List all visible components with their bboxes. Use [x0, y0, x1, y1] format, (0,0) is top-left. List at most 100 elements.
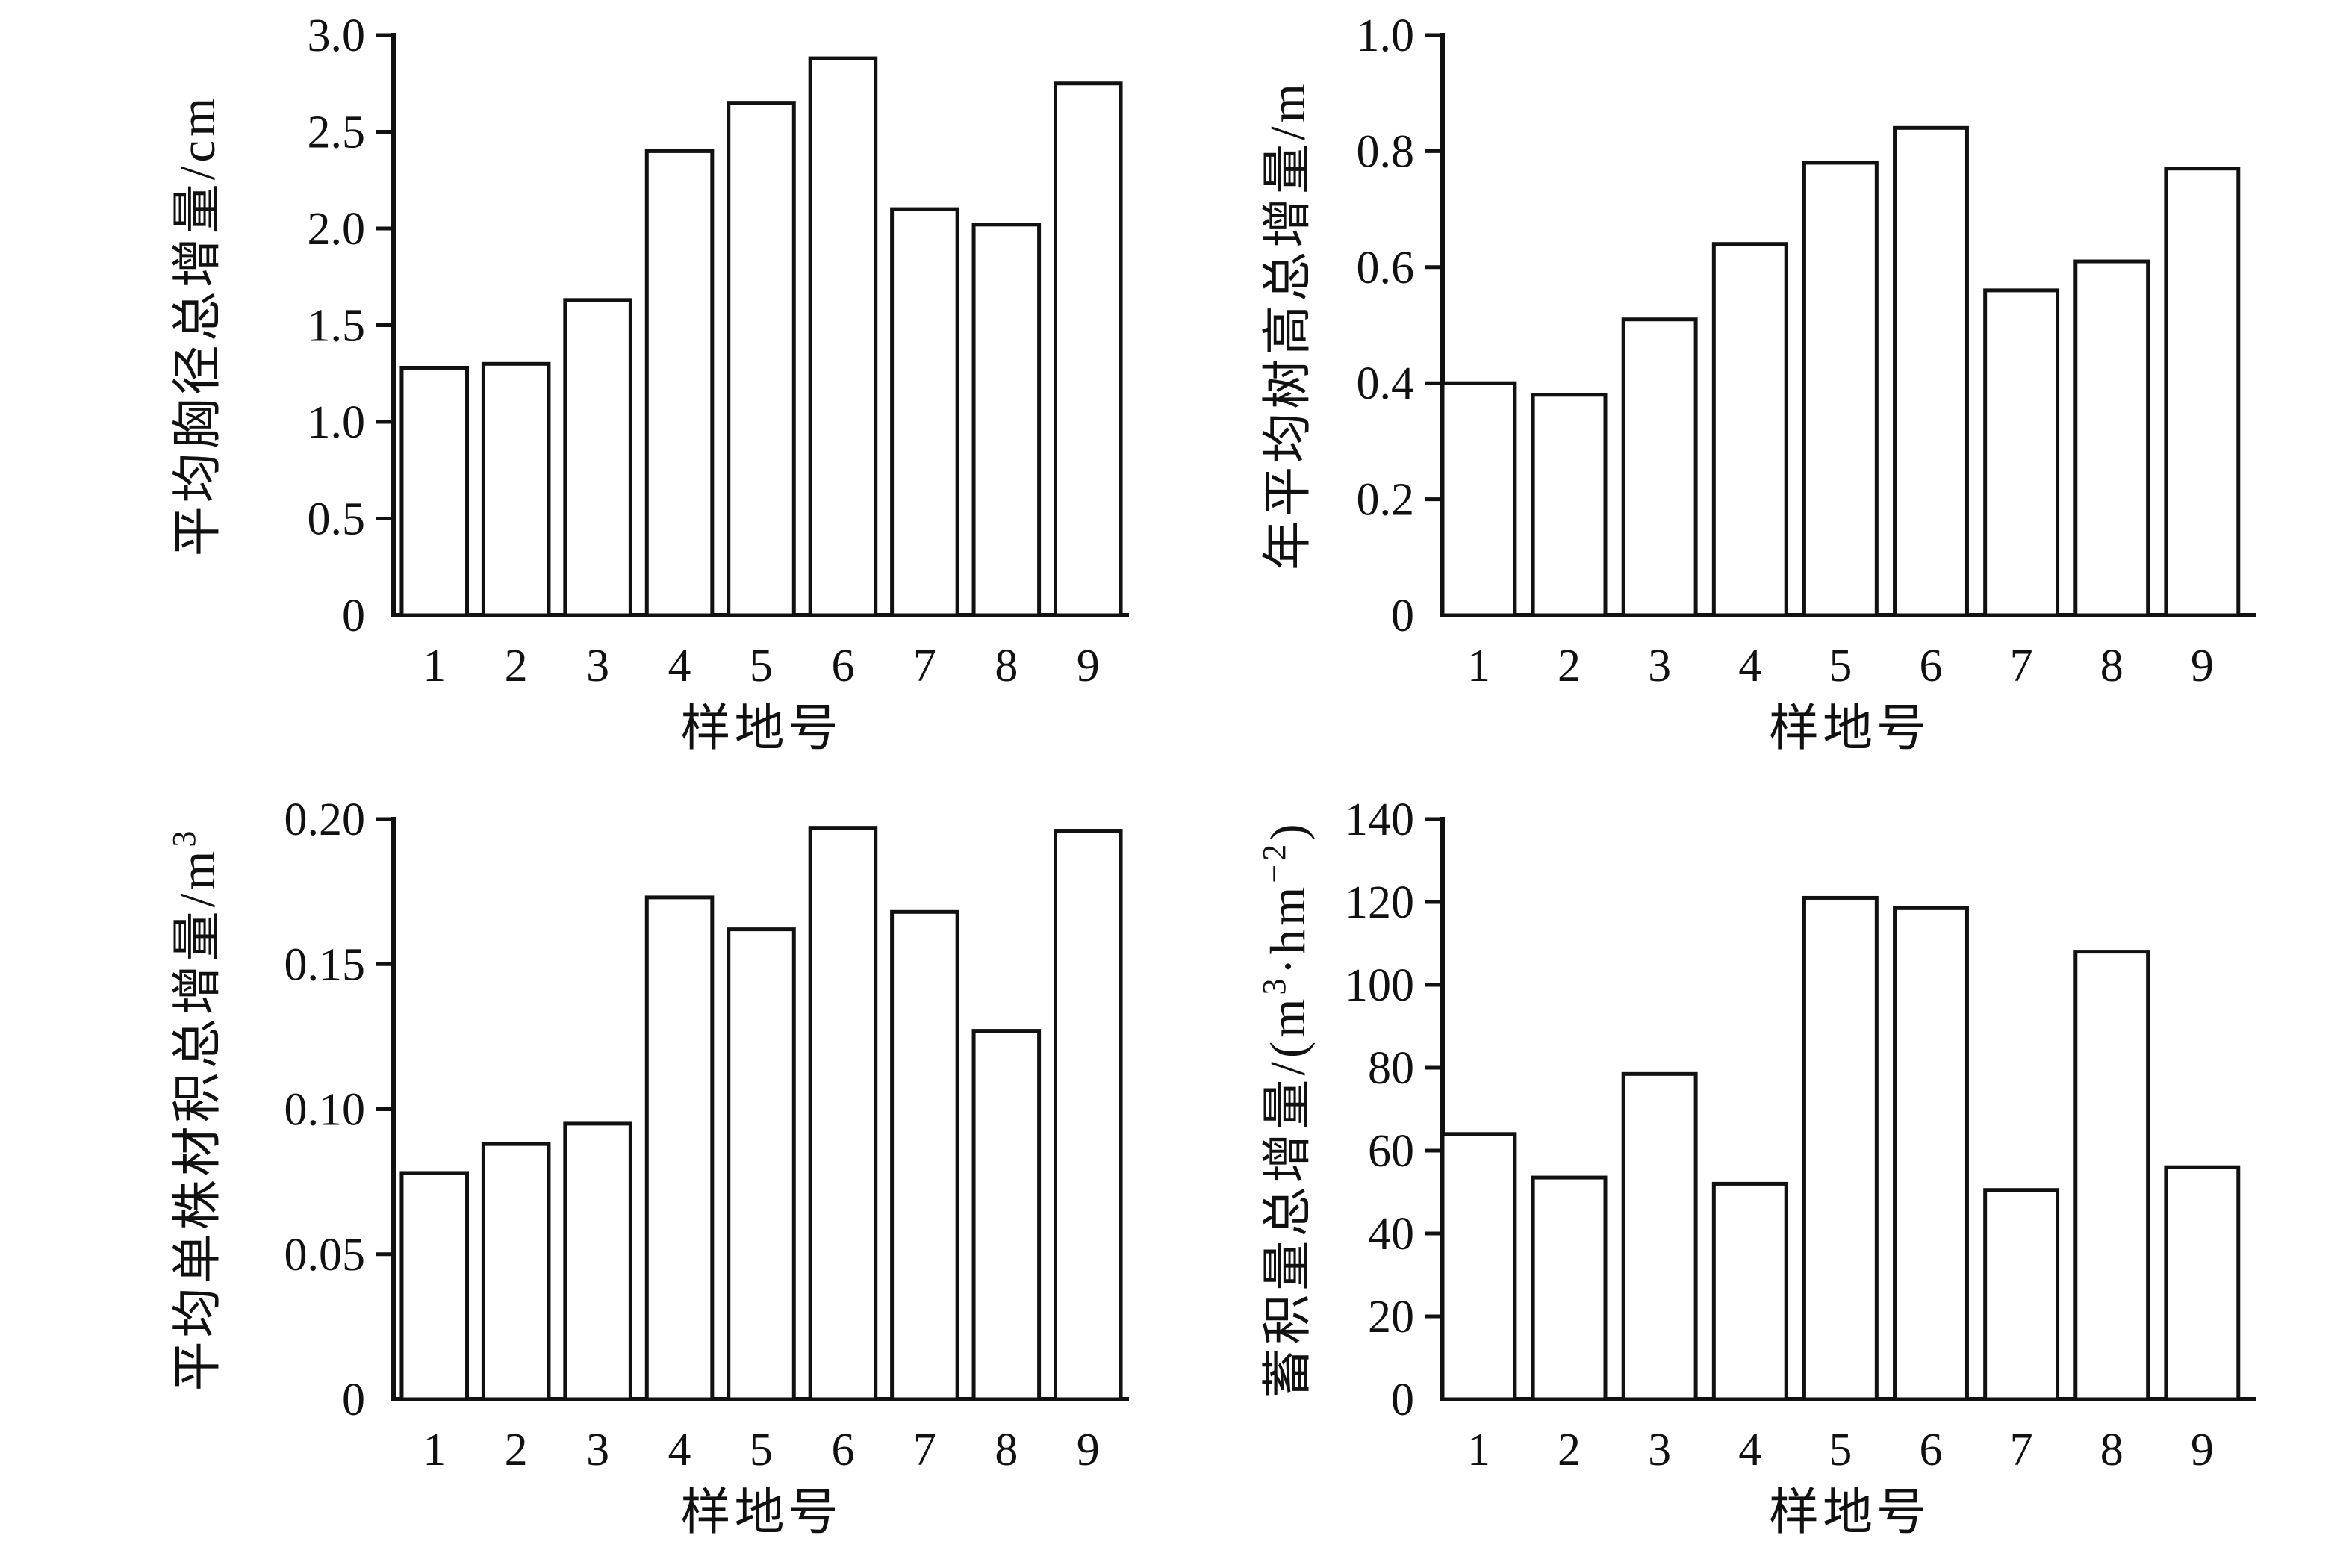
y-tick-label: 120 — [1345, 877, 1414, 928]
x-tick-label: 8 — [2100, 1425, 2124, 1475]
bar — [1983, 288, 2060, 617]
x-axis-title: 样地号 — [681, 701, 842, 756]
x-tick-label: 2 — [505, 1425, 528, 1475]
y-axis-title: 蓄积量总增量/(m3·hm−2) — [1256, 820, 1316, 1398]
x-tick-label: 3 — [1648, 1425, 1671, 1475]
bar — [1054, 829, 1123, 1401]
chart-stand-volume-total-increment: 0 20 40 60 80 100 120 140 1 2 3 4 5 6 7 8 9 样地号 蓄积量总增量/(m3… — [1176, 784, 2352, 1568]
y-tick-label: 1.5 — [308, 301, 366, 352]
bar-chart-stand-volume-total-increment: 0 20 40 60 80 100 120 140 1 2 3 4 5 6 7 8 9 样地号 蓄积量总增量/(m3… — [1256, 794, 2256, 1540]
bar — [1893, 906, 1969, 1401]
y-tick-label: 100 — [1345, 960, 1414, 1011]
y-tick-label: 0.2 — [1357, 475, 1415, 526]
x-axis-title: 样地号 — [681, 1485, 842, 1540]
bar-chart-dbh-total-increment: 0 0.5 1.0 1.5 2.0 2.5 3.0 1 2 3 4 5 6 7 8 9 样地号 平均胸径总增量/c… — [170, 10, 1129, 756]
bar — [2073, 950, 2150, 1401]
bar-chart-annual-height-total-increment: 0 0.2 0.4 0.6 0.8 1.0 1 2 3 4 5 6 7 8 9 样地号 年平均树高总增量/m — [1260, 10, 2256, 756]
y-tick-label: 1.0 — [1357, 10, 1415, 61]
bar — [808, 56, 878, 617]
bar — [399, 1171, 470, 1401]
y-tick-label: 0.15 — [284, 939, 366, 990]
bar — [644, 895, 715, 1401]
x-tick-label: 2 — [1558, 641, 1581, 691]
y-tick-label: 2.5 — [308, 108, 366, 158]
x-tick-label: 7 — [2010, 1425, 2033, 1475]
bar — [1531, 1175, 1608, 1401]
x-tick-label: 5 — [750, 641, 773, 691]
bar — [1440, 1132, 1517, 1401]
y-axis-title: 年平均树高总增量/m — [1260, 80, 1316, 570]
bar — [890, 207, 959, 617]
y-tick-label: 2.0 — [308, 204, 366, 255]
bar — [1711, 242, 1788, 617]
x-tick-label: 1 — [1467, 641, 1490, 691]
bar — [727, 927, 796, 1401]
x-tick-label: 9 — [2191, 1425, 2214, 1475]
bar — [971, 1029, 1042, 1401]
y-tick-label: 0.20 — [284, 794, 366, 845]
x-tick-label: 4 — [668, 1425, 691, 1475]
x-tick-label: 2 — [1558, 1425, 1581, 1475]
x-tick-label: 6 — [831, 1425, 854, 1475]
x-tick-label: 7 — [913, 1425, 936, 1475]
y-tick-label: 0.4 — [1357, 358, 1415, 409]
bar — [1621, 317, 1698, 617]
x-tick-label: 5 — [1829, 1425, 1852, 1475]
y-tick-label: 40 — [1368, 1209, 1414, 1260]
x-tick-label: 4 — [1738, 1425, 1761, 1475]
bar — [890, 909, 959, 1401]
x-tick-label: 6 — [1920, 1425, 1943, 1475]
y-tick-label: 0 — [1391, 1375, 1414, 1425]
y-tick-label: 0 — [342, 1375, 365, 1425]
x-axis-title: 样地号 — [1769, 701, 1930, 756]
chart-dbh-total-increment: 0 0.5 1.0 1.5 2.0 2.5 3.0 1 2 3 4 5 6 7 8 9 样地号 平均胸径总增量/c… — [0, 0, 1176, 784]
x-tick-label: 3 — [586, 1425, 609, 1475]
x-tick-label: 9 — [2191, 641, 2214, 691]
x-tick-label: 4 — [1738, 641, 1761, 691]
x-tick-label: 1 — [1467, 1425, 1490, 1475]
x-tick-label: 4 — [668, 641, 691, 691]
y-axis-title: 平均胸径总增量/cm — [170, 94, 225, 556]
y-tick-label: 140 — [1345, 794, 1414, 845]
y-tick-label: 1.0 — [308, 397, 366, 448]
bar — [2073, 259, 2150, 617]
x-tick-label: 3 — [1648, 641, 1671, 691]
bar — [481, 1142, 551, 1401]
bar — [1531, 393, 1608, 617]
bar — [2164, 1165, 2241, 1401]
y-tick-label: 0 — [1391, 591, 1414, 641]
x-tick-label: 9 — [1077, 641, 1100, 691]
x-tick-label: 3 — [586, 641, 609, 691]
bar — [971, 223, 1042, 617]
chart-volume-per-tree-total-increment: 0 0.05 0.10 0.15 0.20 1 2 3 4 5 6 7 8 9 样地号 平均单株材积总增量/m… — [0, 784, 1176, 1568]
x-tick-label: 2 — [505, 641, 528, 691]
x-axis-title: 样地号 — [1769, 1485, 1930, 1540]
chart-annual-height-total-increment: 0 0.2 0.4 0.6 0.8 1.0 1 2 3 4 5 6 7 8 9 样地号 年平均树高总增量/m — [1176, 0, 2352, 784]
x-tick-label: 8 — [995, 1425, 1018, 1475]
y-tick-label: 3.0 — [308, 10, 366, 61]
bar — [808, 826, 878, 1401]
y-tick-label: 0.5 — [308, 494, 366, 545]
bar — [1621, 1071, 1698, 1401]
bar — [399, 365, 470, 617]
bar — [1802, 161, 1879, 617]
bar — [1802, 895, 1879, 1401]
x-tick-label: 7 — [913, 641, 936, 691]
x-tick-label: 8 — [2100, 641, 2124, 691]
x-tick-label: 1 — [423, 641, 446, 691]
x-tick-label: 6 — [831, 641, 854, 691]
x-tick-label: 7 — [2010, 641, 2033, 691]
bar — [1893, 125, 1969, 617]
y-tick-label: 80 — [1368, 1043, 1414, 1094]
bar-chart-volume-per-tree-total-increment: 0 0.05 0.10 0.15 0.20 1 2 3 4 5 6 7 8 9 样地号 平均单株材积总增量/m… — [166, 794, 1129, 1540]
y-axis-title: 平均单株材积总增量/m3 — [166, 827, 225, 1392]
y-tick-label: 0.05 — [284, 1230, 366, 1281]
y-tick-label: 20 — [1368, 1292, 1414, 1343]
bar — [644, 149, 715, 617]
bar — [1054, 81, 1123, 617]
bar — [2164, 167, 2241, 617]
bar — [1711, 1181, 1788, 1401]
y-tick-label: 0.10 — [284, 1085, 366, 1136]
bar — [563, 298, 632, 617]
